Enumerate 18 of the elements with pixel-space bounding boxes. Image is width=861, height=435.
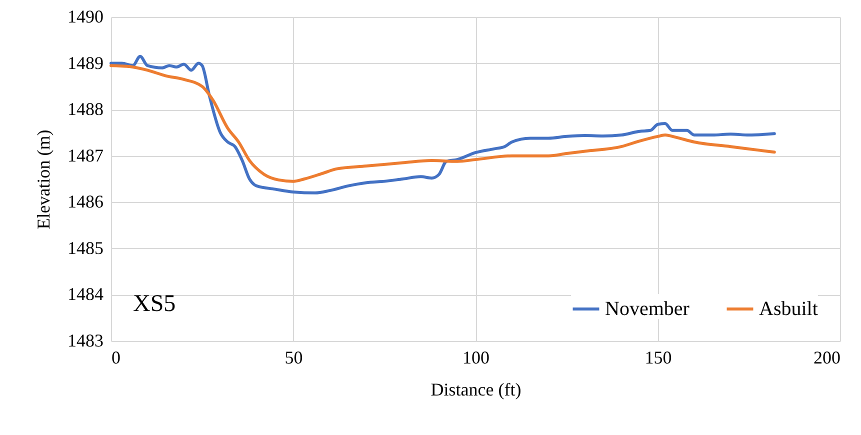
y-tick-label: 1483 xyxy=(68,330,104,350)
y-tick-label: 1484 xyxy=(68,284,104,304)
x-tick-label: 50 xyxy=(284,348,303,368)
legend-label: Asbuilt xyxy=(759,298,818,320)
x-tick-label: 200 xyxy=(814,348,840,368)
annotation: XS5 xyxy=(133,291,176,317)
legend-label: November xyxy=(605,298,690,320)
y-axis-title: Elevation (m) xyxy=(34,130,54,230)
y-tick-label: 1488 xyxy=(68,99,104,120)
y-tick-label: 1489 xyxy=(68,52,104,73)
x-tick-label: 0 xyxy=(112,348,120,368)
y-tick-label: 1485 xyxy=(68,238,104,258)
y-tick-label: 1490 xyxy=(68,6,104,26)
y-tick-label: 1486 xyxy=(68,192,104,212)
x-axis-title: Distance (ft) xyxy=(430,380,522,400)
x-tick-label: 150 xyxy=(644,348,672,368)
y-tick-label: 1487 xyxy=(68,145,104,166)
x-tick-label: 100 xyxy=(462,348,490,368)
